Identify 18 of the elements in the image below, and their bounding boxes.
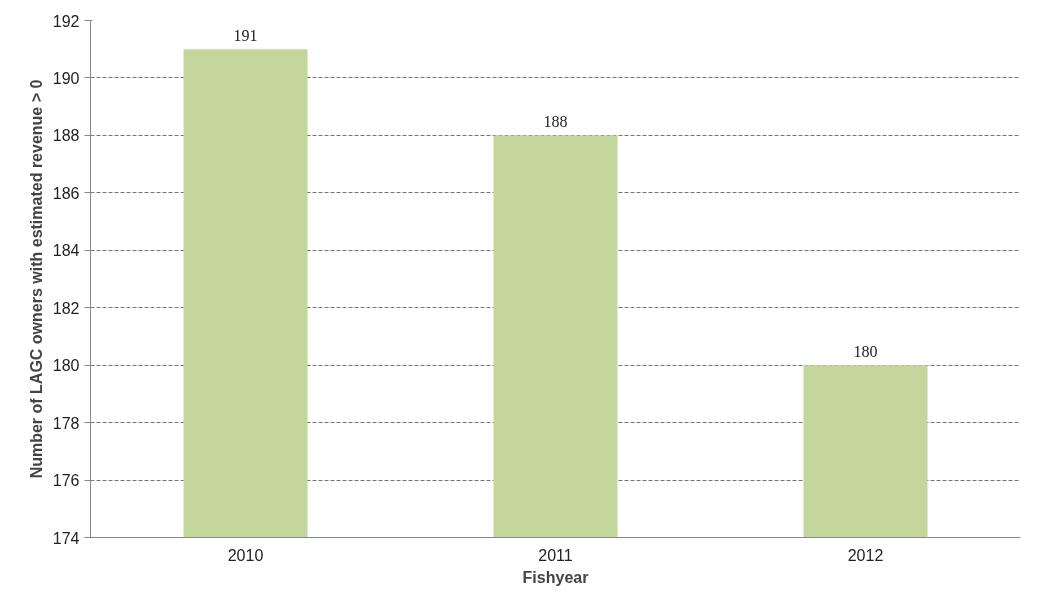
y-tick-label: 188 — [52, 127, 80, 145]
data-label: 180 — [853, 343, 878, 361]
y-tick-label: 178 — [52, 414, 80, 432]
y-tick-label: 182 — [52, 299, 80, 317]
y-tick-label: 192 — [52, 12, 80, 30]
y-tick-label: 176 — [52, 472, 80, 490]
y-tick-label: 174 — [52, 529, 80, 547]
x-axis-title: Fishyear — [522, 568, 589, 586]
y-axis-title: Number of LAGC owners with estimated revenue > 0 — [27, 79, 45, 479]
y-tick-label: 184 — [52, 242, 80, 260]
x-tick-label: 2012 — [847, 546, 884, 564]
y-tick-label: 190 — [52, 69, 80, 87]
y-tick-label: 180 — [52, 357, 80, 375]
x-tick-label: 2010 — [227, 546, 264, 564]
data-label: 191 — [233, 27, 258, 45]
y-tick-label: 186 — [52, 184, 80, 202]
data-label: 188 — [543, 113, 568, 131]
x-tick-label: 2011 — [538, 546, 573, 564]
